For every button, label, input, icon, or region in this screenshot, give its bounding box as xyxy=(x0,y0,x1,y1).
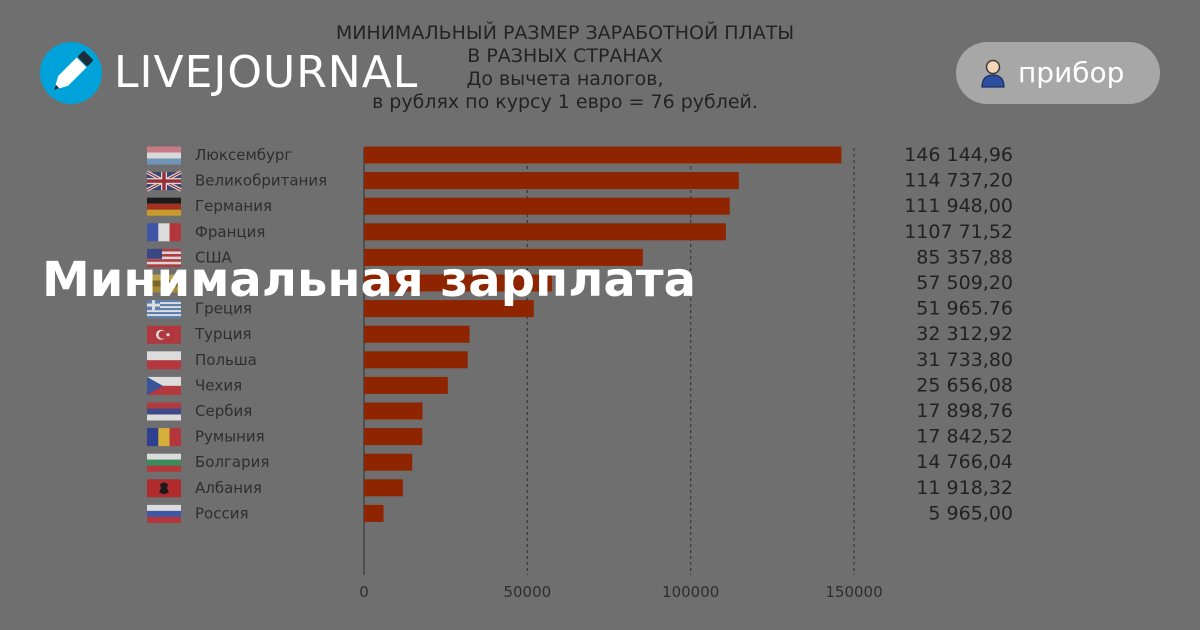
chart-title-line: в рублях по курсу 1 евро = 76 рублей. xyxy=(372,91,758,113)
category-label: Румыния xyxy=(195,428,265,446)
bar xyxy=(364,325,470,343)
flag-icon xyxy=(147,274,181,293)
czechia-flag-icon xyxy=(147,376,181,395)
value-label: 31 733,80 xyxy=(916,349,1013,371)
bar xyxy=(364,197,730,215)
value-label: 85 357,88 xyxy=(916,246,1013,268)
x-tick-label: 100000 xyxy=(662,583,719,601)
category-label: Германия xyxy=(195,197,272,215)
value-label: 5 965,00 xyxy=(928,502,1013,524)
bar xyxy=(364,479,403,497)
bar xyxy=(364,453,413,471)
livejournal-pencil-icon xyxy=(40,42,102,104)
value-label: 17 842,52 xyxy=(916,426,1013,448)
chart-title-line: МИНИМАЛЬНЫЙ РАЗМЕР ЗАРАБОТНОЙ ПЛАТЫ xyxy=(335,22,795,44)
bulgaria-flag-icon xyxy=(147,453,181,472)
france-flag-icon xyxy=(147,223,181,242)
category-label: Чехия xyxy=(195,376,242,394)
romania-flag-icon xyxy=(147,428,181,447)
germany-flag-icon xyxy=(147,197,181,216)
category-label: США xyxy=(195,248,233,266)
category-label: Турция xyxy=(194,325,252,343)
post-headline: Минимальная зарплата xyxy=(42,252,696,308)
value-label: 51 965.76 xyxy=(916,298,1013,320)
x-tick-label: 0 xyxy=(359,583,369,601)
x-tick-label: 150000 xyxy=(825,583,882,601)
value-label: 25 656,08 xyxy=(916,374,1013,396)
user-badge[interactable]: прибор xyxy=(956,42,1160,104)
bar xyxy=(364,172,739,190)
category-label: Греция xyxy=(195,300,252,318)
bar xyxy=(364,248,643,266)
poland-flag-icon xyxy=(147,351,181,370)
value-label: 111 948,00 xyxy=(904,195,1013,217)
bar xyxy=(364,351,468,369)
turkey-flag-icon xyxy=(147,325,181,344)
category-label: Россия xyxy=(195,504,249,522)
user-icon xyxy=(981,59,1005,88)
value-label: 1107 71,52 xyxy=(904,221,1013,243)
chart-title: МИНИМАЛЬНЫЙ РАЗМЕР ЗАРАБОТНОЙ ПЛАТЫ В РА… xyxy=(200,22,930,114)
russia-flag-icon xyxy=(147,504,181,523)
value-label: 14 766,04 xyxy=(916,451,1013,473)
uk-flag-icon xyxy=(146,170,182,192)
bar xyxy=(364,223,726,241)
category-label: Болгария xyxy=(195,453,269,471)
chart-title-line: До вычета налогов, xyxy=(466,68,664,90)
luxembourg-flag-icon xyxy=(147,146,181,165)
category-label: Франция xyxy=(195,223,265,241)
albania-flag-icon xyxy=(147,479,181,498)
chart-title-line: В РАЗНЫХ СТРАНАХ xyxy=(467,45,663,67)
usa-flag-icon xyxy=(147,248,181,268)
value-label: 146 144,96 xyxy=(904,144,1013,166)
bar xyxy=(364,300,534,318)
category-label: Польша xyxy=(195,351,257,369)
bar xyxy=(364,146,842,164)
category-label: Великобритания xyxy=(195,172,327,190)
bar xyxy=(364,402,423,420)
greece-flag-icon xyxy=(147,300,181,319)
brand-name: LIVEJOURNAL xyxy=(114,47,419,98)
bar xyxy=(364,428,423,446)
bar xyxy=(364,274,552,292)
bar xyxy=(364,504,384,522)
bar xyxy=(364,376,448,394)
value-label: 57 509,20 xyxy=(916,272,1013,294)
value-label: 32 312,92 xyxy=(916,323,1013,345)
value-label: 17 898,76 xyxy=(916,400,1013,422)
value-label: 11 918,32 xyxy=(916,477,1013,499)
category-label: Сербия xyxy=(195,402,252,420)
username: прибор xyxy=(1018,56,1125,89)
category-label: Люксембург xyxy=(195,146,292,164)
serbia-flag-icon xyxy=(147,402,181,421)
livejournal-logo[interactable]: LIVEJOURNAL xyxy=(40,42,418,104)
x-tick-label: 50000 xyxy=(503,583,551,601)
category-label: Албания xyxy=(195,479,262,497)
value-label: 114 737,20 xyxy=(904,170,1013,192)
